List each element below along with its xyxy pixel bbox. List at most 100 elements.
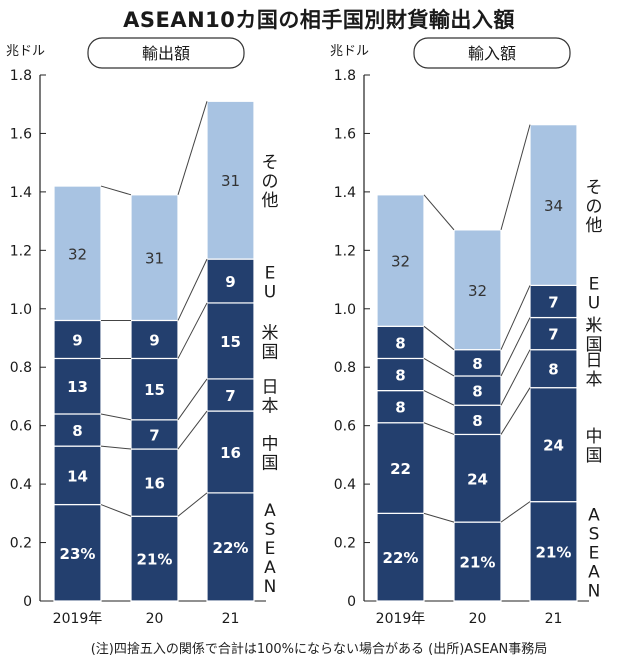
- data-label-0-0-5: 32: [68, 245, 87, 263]
- data-label-0-2-4: 9: [225, 273, 235, 291]
- series-label-1-5: その他: [586, 178, 603, 236]
- data-label-0-2-0: 22%: [213, 539, 249, 557]
- y-tick-label-0-3: 0.6: [10, 419, 32, 435]
- bar-segment-0-1-0: [130, 515, 179, 602]
- bar-segment-1-0-2: [376, 390, 425, 424]
- connector-1-3-1: [500, 317, 531, 377]
- data-label-1-0-4: 8: [395, 334, 405, 352]
- connector-1-1-1: [500, 387, 531, 435]
- bar-segment-1-0-5: [376, 194, 425, 327]
- y-tick-label-1-4: 0.8: [334, 360, 356, 376]
- panel-name-pill-1: [413, 37, 571, 69]
- bar-segment-0-2-2: [206, 378, 255, 412]
- bar-segment-1-1-5: [453, 229, 502, 351]
- bar-segment-1-2-1: [529, 387, 578, 503]
- series-label-1-3: 米国: [586, 316, 603, 355]
- data-label-1-2-2: 8: [548, 361, 558, 379]
- data-label-0-2-3: 15: [220, 333, 241, 351]
- data-label-0-1-3: 15: [144, 381, 165, 399]
- data-label-1-1-5: 32: [468, 282, 487, 300]
- data-label-0-2-5: 31: [221, 172, 240, 190]
- connector-1-5-1: [500, 124, 531, 231]
- bar-segment-1-0-3: [376, 357, 425, 392]
- y-tick-label-1-9: 1.8: [334, 68, 356, 84]
- data-label-1-2-0: 21%: [536, 543, 572, 561]
- bar-segment-1-0-0: [376, 512, 425, 602]
- connector-0-0-1: [177, 492, 208, 517]
- connector-1-3-0: [423, 358, 455, 377]
- data-label-0-1-2: 7: [149, 426, 159, 444]
- series-label-1-2: 日本: [586, 351, 603, 390]
- data-label-1-2-5: 34: [544, 197, 563, 215]
- y-tick-label-1-7: 1.4: [334, 185, 356, 201]
- bar-segment-0-1-4: [130, 319, 179, 360]
- series-label-1-1: 中国: [586, 427, 603, 466]
- data-label-1-1-1: 24: [467, 470, 488, 488]
- footnote: (注)四捨五入の関係で合計は100%にならない場合がある (出所)ASEAN事務…: [90, 642, 548, 657]
- bar-segment-0-1-5: [130, 194, 179, 322]
- y-tick-label-1-3: 0.6: [334, 419, 356, 435]
- connector-0-3-1: [177, 302, 208, 359]
- data-label-1-2-3: 7: [548, 326, 558, 344]
- bar-segment-1-2-5: [529, 124, 578, 287]
- series-label-0-2: 日本: [262, 377, 279, 416]
- y-tick-label-1-1: 0.2: [334, 536, 356, 552]
- series-label-0-1: 中国: [262, 434, 279, 473]
- bar-segment-0-0-5: [53, 185, 102, 322]
- y-tick-label-1-8: 1.6: [334, 126, 356, 142]
- y-tick-label-0-4: 0.8: [10, 360, 32, 376]
- data-label-1-0-2: 8: [395, 399, 405, 417]
- x-tick-label-0-2: 21: [222, 611, 240, 627]
- connector-0-4-1: [177, 258, 208, 321]
- connector-1-2-0: [423, 390, 455, 406]
- connector-0-2-1: [177, 378, 208, 421]
- x-tick-label-1-1: 20: [469, 611, 487, 627]
- y-tick-label-0-7: 1.4: [10, 185, 32, 201]
- data-label-1-0-1: 22: [390, 460, 411, 478]
- y-tick-label-0-8: 1.6: [10, 126, 32, 142]
- y-tick-label-1-0: 0: [347, 594, 356, 610]
- data-label-1-1-0: 21%: [460, 554, 496, 572]
- connector-0-0-0: [100, 504, 132, 517]
- connector-1-4-1: [500, 285, 531, 350]
- x-tick-label-1-2: 21: [545, 611, 563, 627]
- data-label-1-0-3: 8: [395, 367, 405, 385]
- unit-label-0: 兆ドル: [6, 44, 45, 59]
- connector-0-5-1: [177, 101, 208, 195]
- series-label-0-5: その他: [262, 153, 279, 211]
- data-label-0-1-5: 31: [145, 250, 164, 268]
- x-tick-label-1-0: 2019年: [376, 611, 426, 627]
- bar-segment-1-2-4: [529, 284, 578, 319]
- chart-title: ASEAN10カ国の相手国別財貨輸出入額: [123, 8, 515, 32]
- panel-name-1: 輸入額: [468, 44, 516, 63]
- panel-name-0: 輸出額: [142, 44, 190, 63]
- connector-1-4-0: [423, 325, 455, 351]
- bar-segment-0-2-0: [206, 492, 255, 602]
- y-tick-label-0-1: 0.2: [10, 536, 32, 552]
- data-label-1-1-4: 8: [472, 355, 482, 373]
- bar-segment-1-2-3: [529, 316, 578, 351]
- bar-segment-1-1-2: [453, 404, 502, 436]
- data-label-0-1-1: 16: [144, 475, 165, 493]
- connector-1-2-1: [500, 349, 531, 406]
- bar-segment-0-2-3: [206, 302, 255, 380]
- panel-name-pill-0: [87, 37, 245, 69]
- data-label-0-1-4: 9: [149, 331, 159, 349]
- series-label-0-3: 米国: [262, 323, 279, 362]
- bar-segment-0-1-3: [130, 357, 179, 421]
- y-tick-label-0-6: 1.2: [10, 243, 32, 259]
- data-label-0-0-0: 23%: [60, 545, 96, 563]
- y-tick-label-0-5: 1.0: [10, 302, 32, 318]
- data-label-0-0-4: 9: [72, 331, 82, 349]
- data-label-0-1-0: 21%: [137, 551, 173, 569]
- data-label-0-0-2: 8: [72, 422, 82, 440]
- data-label-1-1-3: 8: [472, 383, 482, 401]
- data-label-0-0-1: 14: [67, 467, 88, 485]
- data-label-1-2-1: 24: [543, 437, 564, 455]
- bar-segment-0-2-4: [206, 258, 255, 304]
- connector-0-1-1: [177, 410, 208, 450]
